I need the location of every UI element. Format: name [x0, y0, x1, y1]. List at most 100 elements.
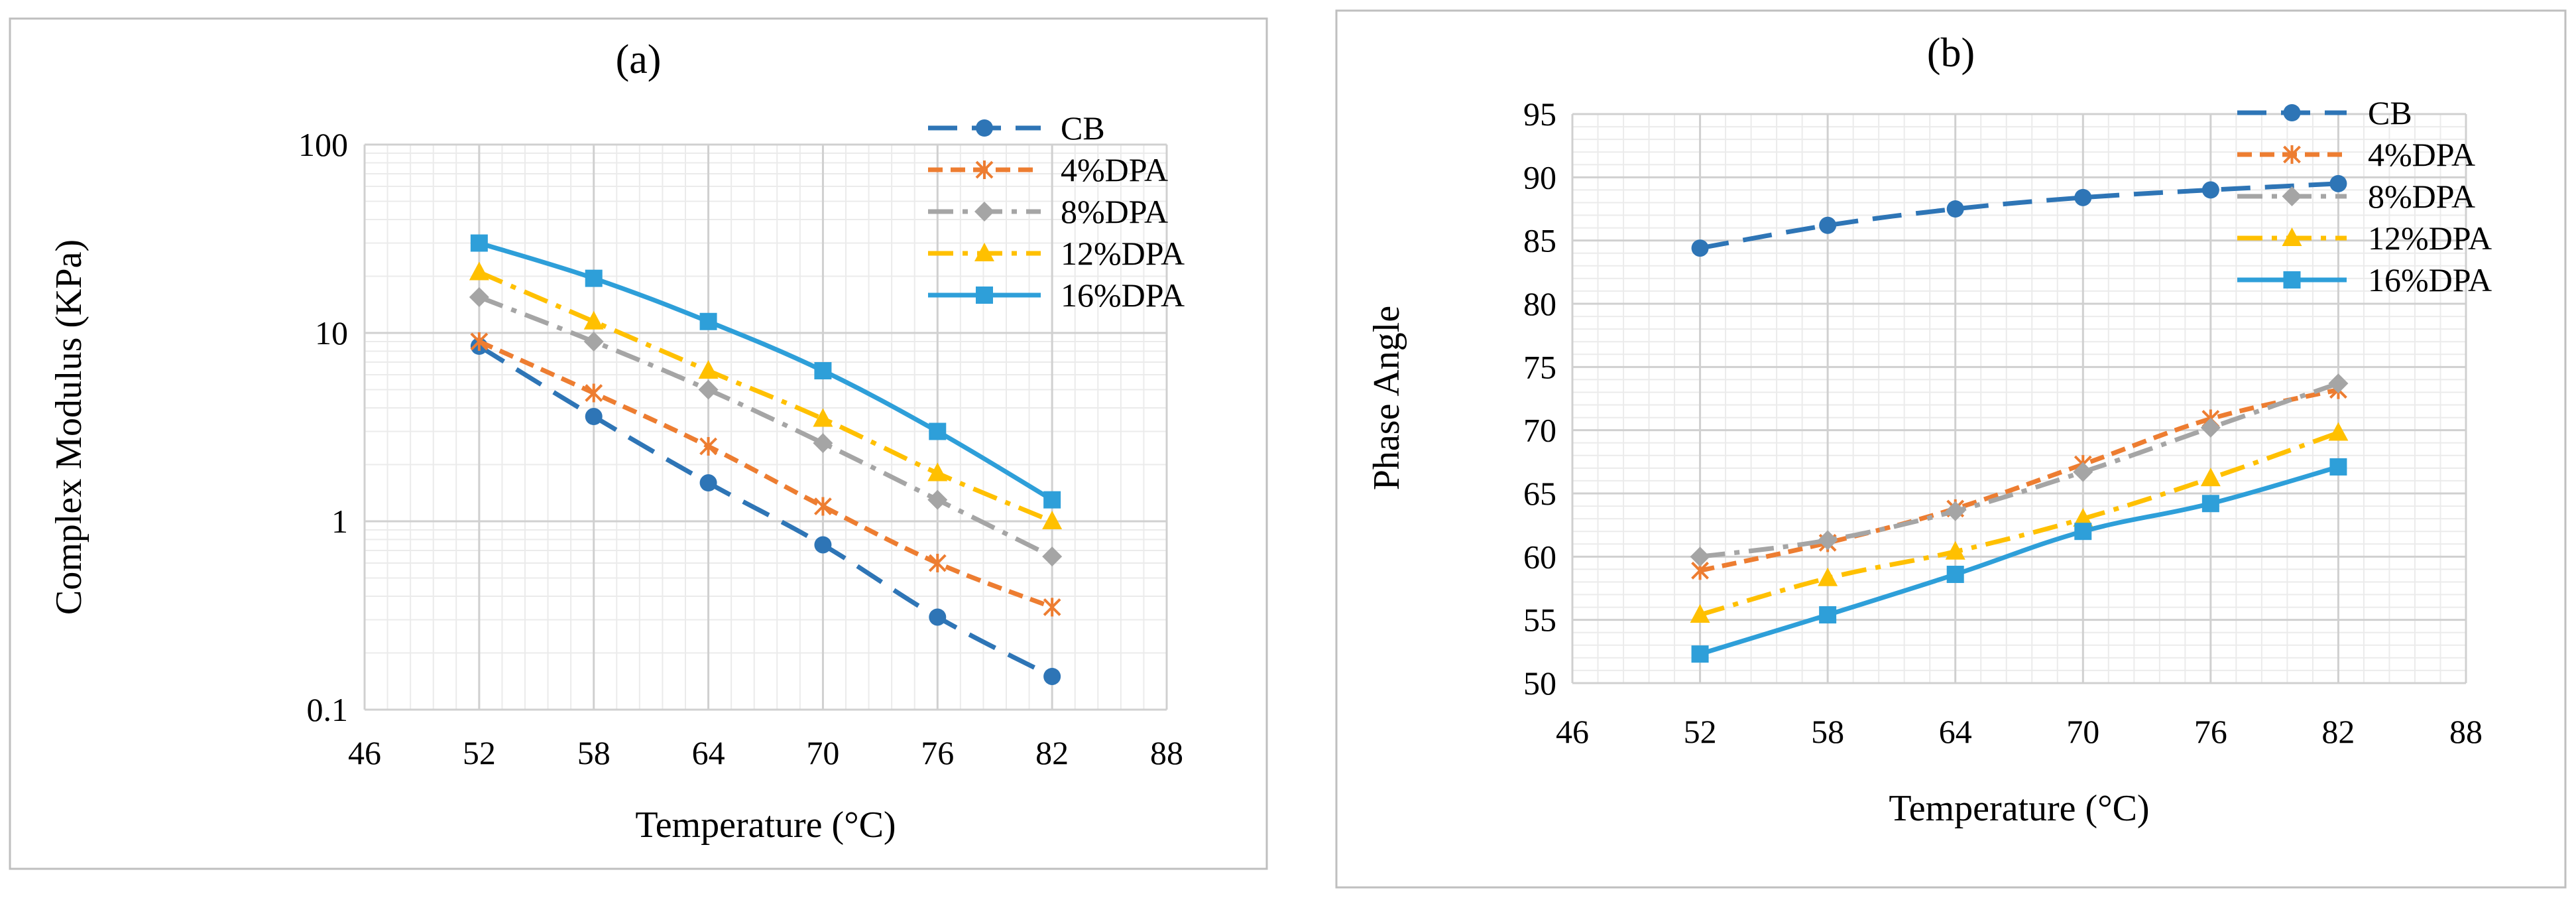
data-point [2282, 227, 2302, 246]
y-tick-label: 80 [1523, 285, 1556, 322]
x-tick-label: 88 [2449, 713, 2483, 750]
data-point [929, 608, 947, 626]
data-point [2283, 271, 2301, 289]
series-cb [470, 338, 1061, 685]
x-tick-label: 76 [921, 734, 954, 771]
data-point [1043, 491, 1061, 509]
data-point [699, 474, 717, 492]
data-point [699, 312, 717, 330]
data-point [1690, 604, 1710, 623]
data-point [1042, 546, 1063, 567]
plot-grid [363, 143, 1168, 711]
data-point [1043, 598, 1061, 617]
legend-label: 16%DPA [2368, 261, 2492, 298]
y-tick-label: 10 [315, 314, 348, 352]
data-point [1691, 645, 1709, 663]
y-tick-label: 70 [1523, 412, 1556, 449]
data-point [927, 462, 948, 481]
series-16pctdpa [470, 234, 1061, 509]
legend-entry: 16%DPA [928, 277, 1185, 314]
series-8pctdpa [469, 287, 1063, 567]
legend-label: CB [2368, 94, 2412, 131]
x-axis-label: Temperature (°C) [635, 804, 896, 846]
data-point [1819, 606, 1837, 624]
legend-label: 12%DPA [2368, 220, 2492, 257]
data-point [1691, 239, 1709, 257]
series-12pctdpa [1690, 422, 2349, 623]
x-tick-label: 64 [692, 734, 725, 771]
y-tick-label: 65 [1523, 475, 1556, 512]
data-point [2074, 188, 2092, 206]
data-point [813, 408, 833, 427]
data-point [1818, 530, 1838, 550]
y-tick-label: 90 [1523, 159, 1556, 196]
data-point [2073, 508, 2093, 527]
y-tick-label: 0.1 [307, 691, 349, 728]
data-point [585, 408, 603, 426]
series-line [1699, 430, 2339, 617]
legend-entry: 4%DPA [928, 151, 1168, 188]
data-point [1042, 511, 1063, 529]
y-tick-label: 85 [1523, 222, 1556, 259]
data-point [2329, 174, 2347, 192]
legend-label: CB [1061, 109, 1105, 147]
data-point [927, 489, 948, 510]
data-point [583, 310, 604, 330]
legend-entry: CB [2237, 94, 2412, 131]
data-point [2201, 181, 2219, 199]
data-point [585, 269, 603, 287]
data-point [2283, 145, 2301, 164]
data-point [813, 433, 833, 454]
data-point [470, 234, 488, 252]
plot-grid [1571, 113, 2467, 684]
x-tick-label: 70 [2066, 713, 2099, 750]
chart-frame [1335, 9, 2567, 889]
y-axis-label: Complex Modulus (KPa) [48, 239, 89, 615]
data-point [975, 160, 994, 179]
series-line [1699, 464, 2339, 657]
x-tick-label: 52 [1684, 713, 1717, 750]
x-tick-label: 88 [1150, 734, 1183, 771]
data-point [1945, 541, 1965, 560]
chart-title: (a) [616, 37, 662, 82]
legend-label: 16%DPA [1061, 277, 1185, 314]
data-point [1945, 501, 1965, 521]
series-4pctdpa [470, 332, 1061, 617]
data-point [2328, 422, 2349, 441]
x-axis-label: Temperature (°C) [1889, 788, 2149, 829]
series-line [478, 270, 1053, 524]
legend-entry: 16%DPA [2237, 261, 2492, 298]
data-point [2282, 186, 2302, 206]
legend-entry: 12%DPA [2237, 220, 2492, 257]
data-point [585, 383, 603, 403]
chart-panel-a: 0.1 1 10 100 46 52 58 64 70 76 82 88 (a) Temperature … [9, 17, 1268, 870]
data-point [1819, 216, 1837, 234]
data-point [976, 287, 993, 304]
x-tick-label: 58 [1811, 713, 1844, 750]
y-tick-label: 75 [1523, 348, 1556, 385]
data-point [1818, 567, 1838, 586]
x-tick-label: 76 [2194, 713, 2227, 750]
data-point [814, 361, 832, 379]
data-point [2073, 462, 2093, 482]
series-8pctdpa [1690, 373, 2349, 567]
series-line [1699, 387, 2339, 573]
data-point [2074, 523, 2092, 541]
y-tick-label: 60 [1523, 538, 1556, 575]
data-point [928, 554, 947, 573]
x-tick-label: 52 [463, 734, 496, 771]
x-tick-label: 64 [1939, 713, 1972, 750]
x-tick-label: 82 [1035, 734, 1069, 771]
series-cb [1691, 174, 2347, 257]
data-point [2201, 495, 2219, 513]
x-tick-label: 82 [2321, 713, 2355, 750]
series-16pctdpa [1691, 458, 2347, 663]
data-point [469, 287, 489, 307]
data-point [2283, 104, 2301, 121]
x-tick-label: 46 [1556, 713, 1589, 750]
data-point [974, 243, 994, 261]
legend-entry: 8%DPA [928, 193, 1168, 230]
y-tick-label: 55 [1523, 602, 1556, 639]
y-tick-label: 100 [298, 126, 348, 163]
